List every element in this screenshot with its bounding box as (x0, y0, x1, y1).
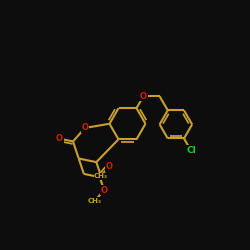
Text: Cl: Cl (186, 146, 196, 155)
Text: CH₃: CH₃ (94, 173, 108, 179)
Text: O: O (106, 162, 112, 172)
Text: O: O (101, 186, 108, 195)
Text: O: O (82, 124, 88, 132)
Text: O: O (56, 134, 63, 143)
Text: CH₃: CH₃ (88, 198, 102, 203)
Text: O: O (140, 92, 147, 101)
